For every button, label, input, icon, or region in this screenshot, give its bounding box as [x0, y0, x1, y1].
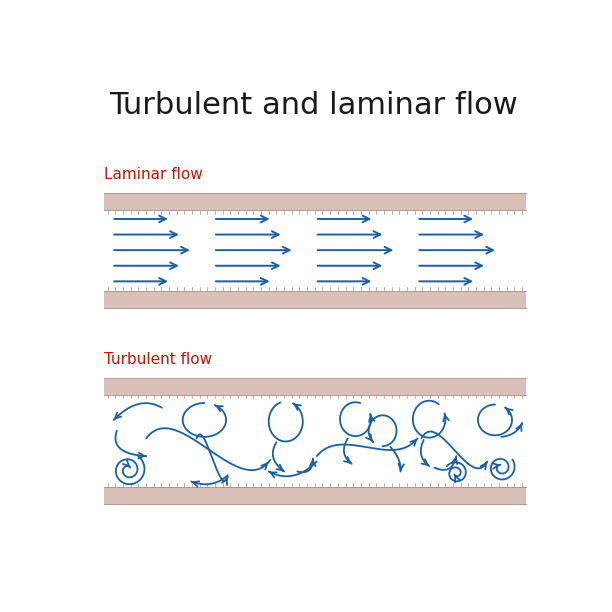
Bar [103, 487, 526, 504]
Bar [103, 210, 526, 291]
Text: Turbulent flow: Turbulent flow [103, 352, 212, 367]
Bar [103, 193, 526, 210]
Bar [103, 291, 526, 307]
Text: Laminar flow: Laminar flow [103, 167, 203, 182]
Bar [103, 378, 526, 395]
Text: Turbulent and laminar flow: Turbulent and laminar flow [110, 91, 518, 121]
Bar [103, 395, 526, 487]
